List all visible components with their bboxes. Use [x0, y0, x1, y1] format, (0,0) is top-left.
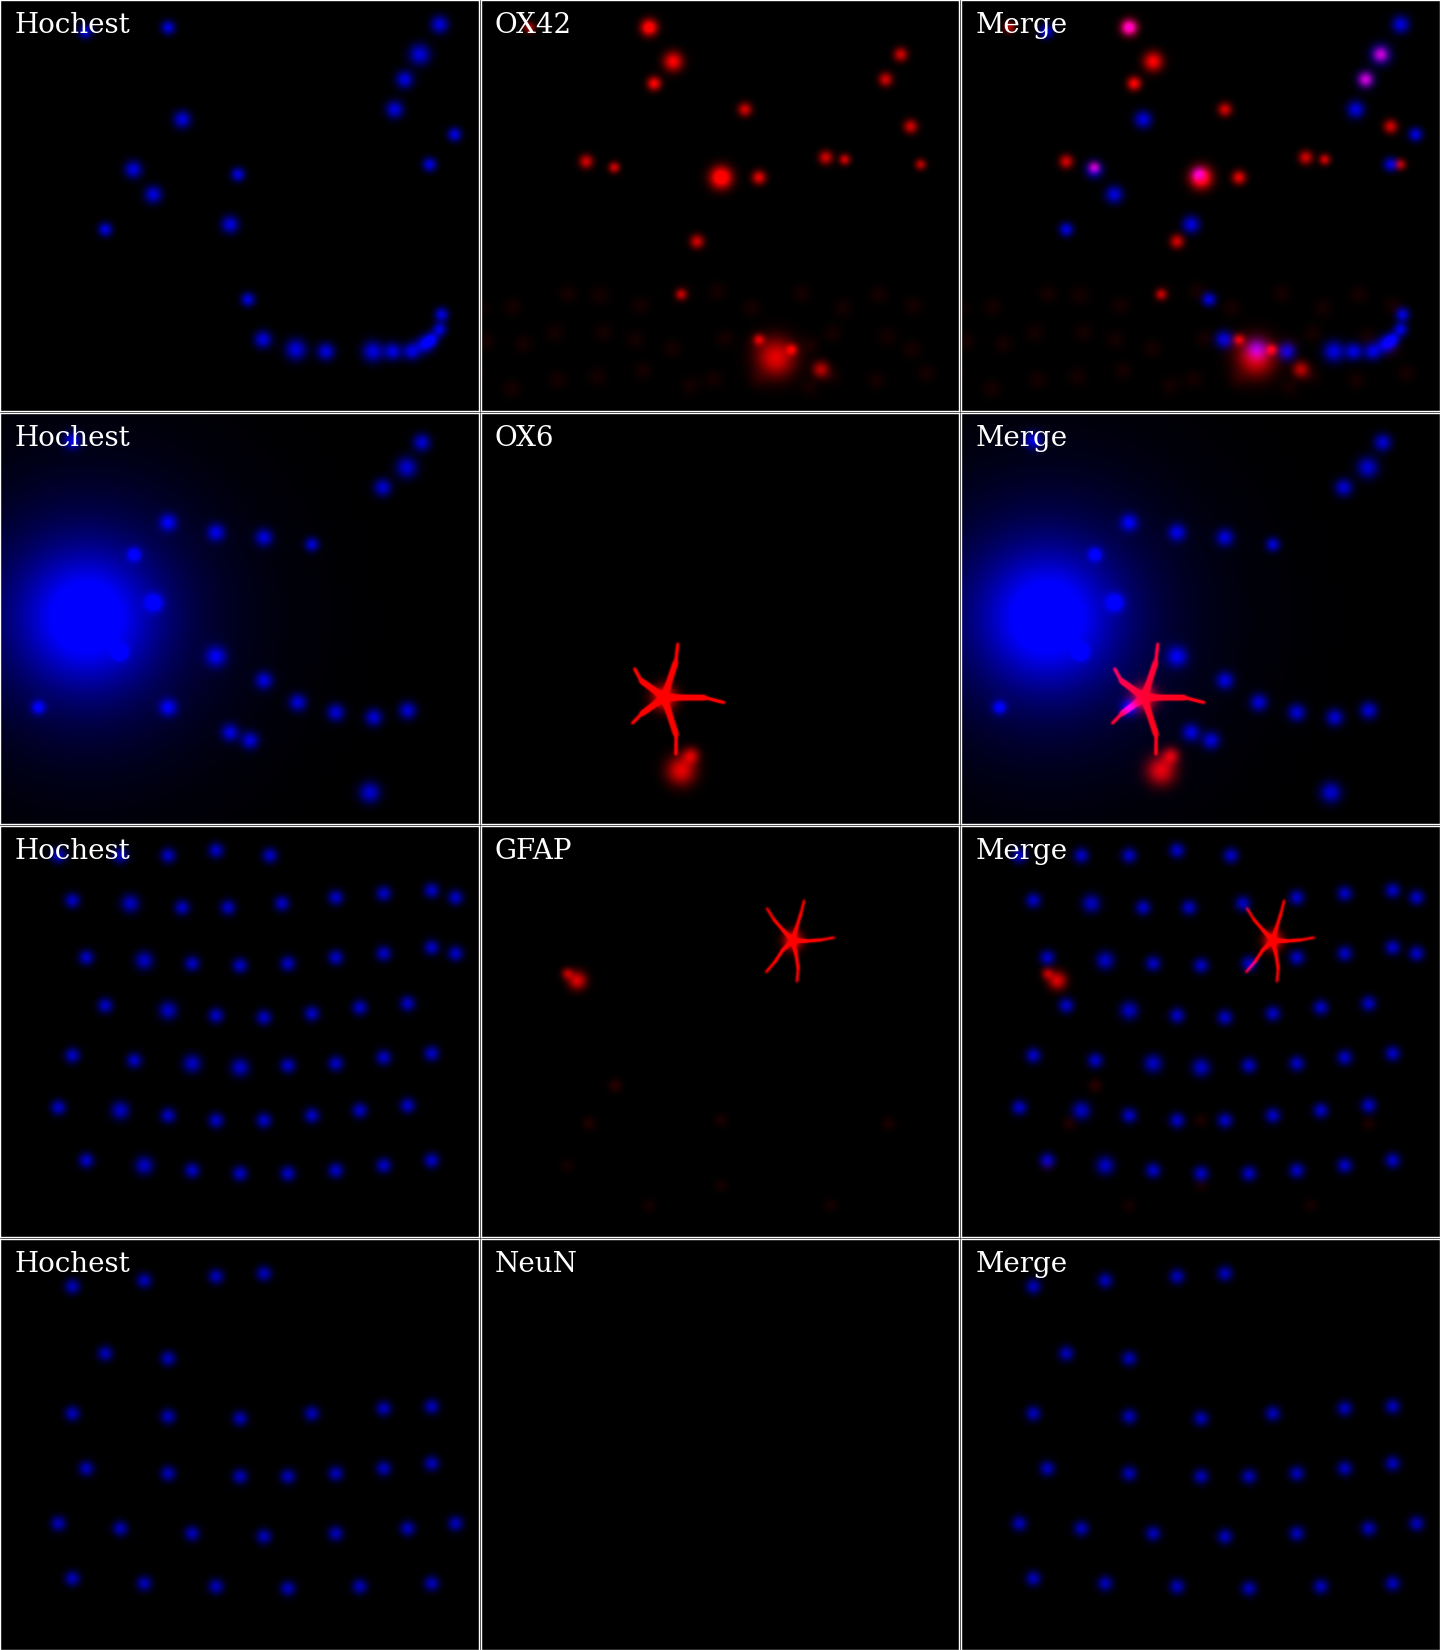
Text: Merge: Merge: [976, 1251, 1068, 1279]
Text: Hochest: Hochest: [14, 1251, 130, 1279]
Text: OX42: OX42: [495, 12, 572, 40]
Text: Hochest: Hochest: [14, 12, 130, 40]
Text: Merge: Merge: [976, 12, 1068, 40]
Text: GFAP: GFAP: [495, 838, 573, 865]
Text: OX6: OX6: [495, 426, 554, 452]
Text: Hochest: Hochest: [14, 426, 130, 452]
Text: NeuN: NeuN: [495, 1251, 577, 1279]
Text: Merge: Merge: [976, 426, 1068, 452]
Text: Hochest: Hochest: [14, 838, 130, 865]
Text: Merge: Merge: [976, 838, 1068, 865]
